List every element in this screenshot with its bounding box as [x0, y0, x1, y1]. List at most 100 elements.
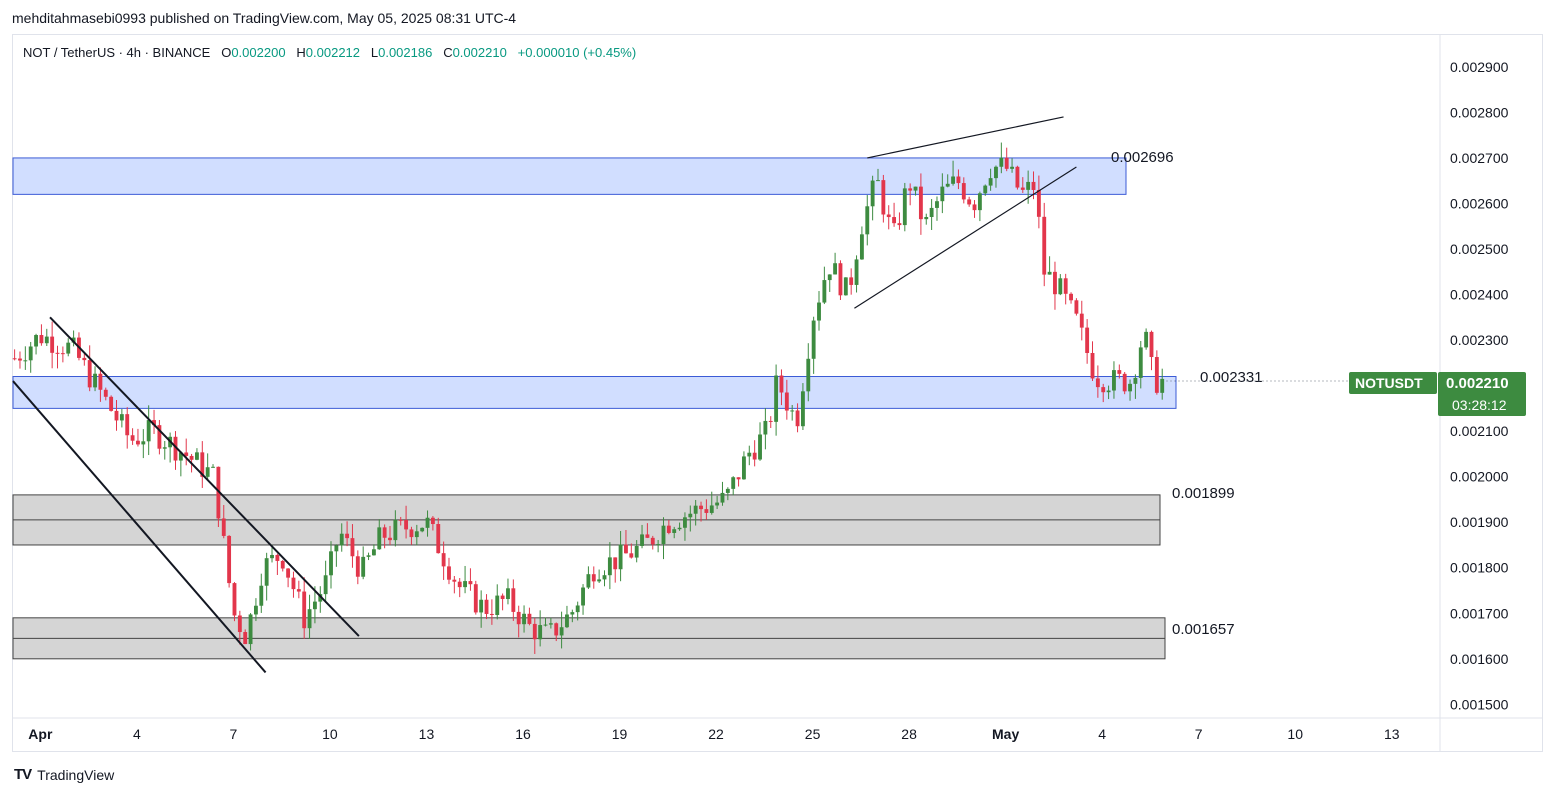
candle-body[interactable] — [870, 180, 875, 207]
candle-body[interactable] — [634, 545, 639, 558]
candle-body[interactable] — [259, 585, 264, 606]
candle-body[interactable] — [720, 492, 725, 503]
candle-body[interactable] — [918, 186, 923, 220]
candle-body[interactable] — [414, 531, 419, 538]
candle-body[interactable] — [1010, 166, 1014, 169]
candle-body[interactable] — [709, 505, 714, 513]
candle-body[interactable] — [130, 435, 135, 441]
candle-body[interactable] — [457, 581, 462, 588]
candle-body[interactable] — [613, 557, 618, 570]
candle-body[interactable] — [522, 613, 526, 625]
candle-body[interactable] — [82, 357, 87, 361]
candle-body[interactable] — [629, 553, 634, 558]
candle-body[interactable] — [302, 591, 307, 629]
candle-body[interactable] — [500, 595, 505, 600]
candle-body[interactable] — [173, 436, 178, 461]
candle-body[interactable] — [162, 447, 167, 449]
candle-body[interactable] — [211, 466, 215, 468]
candle-body[interactable] — [897, 223, 902, 226]
candle-body[interactable] — [1101, 387, 1106, 393]
candle-body[interactable] — [253, 605, 258, 615]
trendline-channel-upper[interactable] — [49, 316, 360, 637]
candle-body[interactable] — [98, 373, 103, 390]
candle-body[interactable] — [806, 358, 811, 392]
candle-body[interactable] — [184, 452, 189, 456]
candle-body[interactable] — [195, 452, 199, 460]
candle-body[interactable] — [18, 358, 22, 361]
candle-body[interactable] — [307, 609, 312, 629]
candle-body[interactable] — [489, 613, 494, 615]
candle-body[interactable] — [1144, 331, 1149, 348]
candle-body[interactable] — [371, 549, 376, 556]
candle-body[interactable] — [398, 519, 403, 521]
candle-body[interactable] — [945, 183, 950, 187]
candle-body[interactable] — [892, 217, 897, 224]
candle-body[interactable] — [693, 505, 698, 514]
candle-body[interactable] — [554, 623, 559, 636]
candle-body[interactable] — [849, 277, 854, 285]
candle-body[interactable] — [339, 533, 344, 546]
candle-body[interactable] — [243, 632, 248, 645]
candle-body[interactable] — [334, 545, 339, 552]
candle-body[interactable] — [784, 392, 789, 411]
candle-body[interactable] — [28, 346, 33, 361]
candle-body[interactable] — [1090, 352, 1095, 379]
trendline-wedge-upper[interactable] — [867, 116, 1064, 159]
candle-body[interactable] — [586, 574, 591, 588]
candle-body[interactable] — [318, 594, 323, 602]
candle-body[interactable] — [34, 335, 38, 347]
candle-body[interactable] — [345, 533, 350, 539]
candle-body[interactable] — [286, 568, 291, 578]
candle-body[interactable] — [511, 588, 516, 612]
candle-body[interactable] — [570, 612, 575, 615]
candle-body[interactable] — [683, 517, 687, 528]
candle-body[interactable] — [1117, 370, 1122, 374]
candle-body[interactable] — [538, 625, 543, 640]
candle-body[interactable] — [1138, 347, 1143, 378]
candle-body[interactable] — [275, 554, 280, 561]
candle-body[interactable] — [1053, 271, 1057, 295]
candle-body[interactable] — [296, 589, 301, 592]
candle-body[interactable] — [822, 280, 827, 303]
candle-body[interactable] — [1004, 157, 1009, 169]
candle-body[interactable] — [93, 373, 97, 388]
candle-body[interactable] — [221, 518, 226, 536]
candle-body[interactable] — [484, 599, 489, 614]
candle-body[interactable] — [425, 517, 430, 528]
candle-body[interactable] — [602, 575, 607, 580]
candle-body[interactable] — [87, 360, 92, 388]
candle-body[interactable] — [886, 214, 891, 218]
candle-body[interactable] — [1015, 166, 1020, 188]
candle-body[interactable] — [200, 452, 205, 477]
candle-body[interactable] — [532, 623, 537, 640]
candle-body[interactable] — [1122, 373, 1127, 392]
candle-body[interactable] — [999, 157, 1004, 167]
candle-body[interactable] — [977, 193, 982, 211]
candle-body[interactable] — [409, 529, 414, 538]
candle-body[interactable] — [725, 488, 730, 493]
candle-body[interactable] — [361, 556, 366, 577]
candle-body[interactable] — [548, 623, 553, 625]
candle-body[interactable] — [146, 420, 151, 442]
candle-body[interactable] — [216, 466, 221, 519]
candle-body[interactable] — [1085, 327, 1090, 353]
tradingview-brand[interactable]: TV TradingView — [14, 766, 114, 783]
candle-body[interactable] — [237, 615, 242, 633]
candle-body[interactable] — [189, 455, 194, 460]
candle-body[interactable] — [1154, 357, 1159, 393]
candle-body[interactable] — [178, 452, 183, 461]
candle-body[interactable] — [1031, 181, 1036, 190]
candle-body[interactable] — [141, 441, 146, 445]
candle-body[interactable] — [763, 420, 768, 435]
candle-body[interactable] — [640, 534, 644, 546]
candle-body[interactable] — [23, 360, 28, 362]
candle-body[interactable] — [388, 537, 392, 541]
candle-body[interactable] — [436, 524, 441, 554]
candle-body[interactable] — [961, 183, 966, 200]
candle-body[interactable] — [1036, 189, 1041, 217]
candle-body[interactable] — [1112, 370, 1116, 391]
candle-body[interactable] — [736, 477, 741, 480]
candle-body[interactable] — [1058, 278, 1063, 295]
candle-body[interactable] — [758, 434, 762, 460]
